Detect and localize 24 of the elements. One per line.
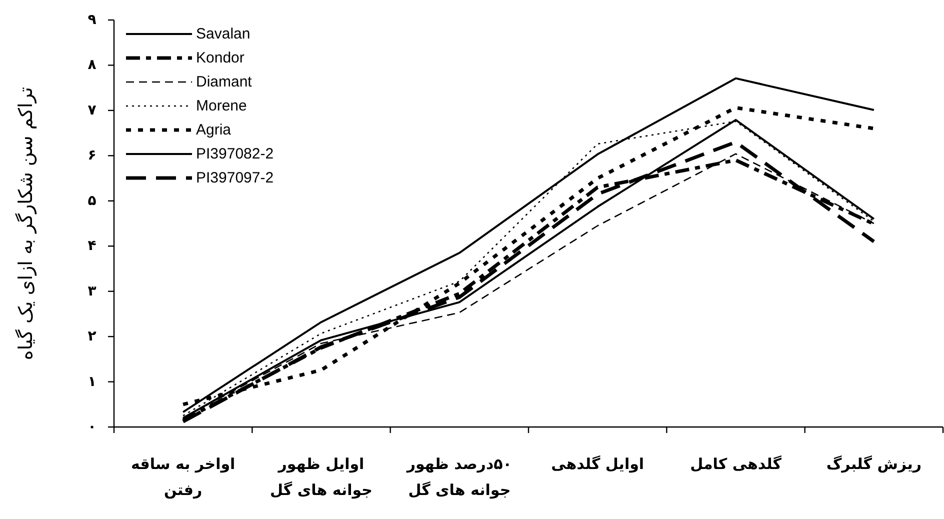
x-tick-label: ۵۰درصد ظهور جوانه های گل xyxy=(406,455,512,499)
legend-label: PI397097-2 xyxy=(196,170,274,186)
y-tick-label: ۶ xyxy=(88,148,96,164)
y-axis-title: تراکم سن شکارگر به ازای یک گیاه xyxy=(14,86,37,360)
legend-label: PI397082-2 xyxy=(196,146,274,162)
y-tick-label: ۵ xyxy=(88,192,97,209)
y-tick-label: ۸ xyxy=(88,57,97,74)
legend-label: Diamant xyxy=(196,74,253,90)
x-tick-label: اوایل ظهور جوانه های گل xyxy=(270,455,372,499)
legend-label: Savalan xyxy=(196,26,250,42)
x-tick-label: اواخر به ساقه رفتن xyxy=(130,455,236,499)
x-tick-label: ریزش گلبرگ xyxy=(826,455,922,473)
y-tick-label: ۹ xyxy=(88,12,97,28)
x-tick-label: گلدهی کامل xyxy=(690,455,782,473)
y-tick-label: ۱ xyxy=(88,374,96,390)
y-tick-label: ۷ xyxy=(88,102,97,118)
y-tick-label: ۳ xyxy=(88,283,97,300)
y-tick-label: ۰ xyxy=(88,419,96,435)
legend-label: Morene xyxy=(196,98,247,114)
x-tick-label: اوایل گلدهی xyxy=(551,455,644,473)
y-tick-label: ۴ xyxy=(88,238,97,254)
y-tick-label: ۲ xyxy=(88,328,97,345)
legend-label: Agria xyxy=(196,122,232,138)
legend-label: Kondor xyxy=(196,50,244,66)
